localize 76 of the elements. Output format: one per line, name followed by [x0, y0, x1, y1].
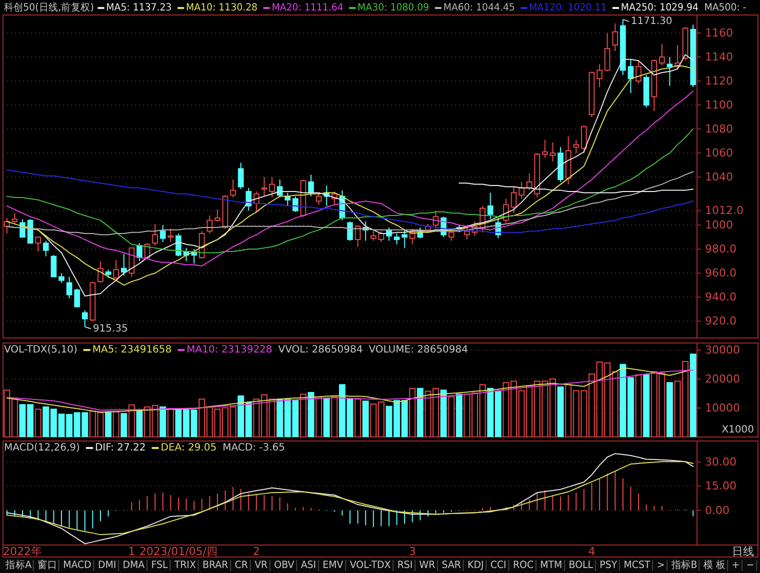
y-tick-label: 1060 [705, 146, 733, 160]
y-tick-label: 980.0 [705, 242, 736, 256]
text: CR [234, 560, 248, 572]
legend-label: MA10: 1130.28 [186, 2, 258, 14]
text: 指标A [4, 558, 32, 572]
x-tick-label: 3 [408, 545, 416, 558]
text: BRAR [202, 560, 228, 572]
text: 窗口 [38, 558, 58, 572]
y-tick-label: 1160 [705, 26, 733, 40]
text: ASI [300, 560, 316, 572]
annotation: VVOL: 28650984 [278, 344, 363, 356]
y-tick-label: 1040 [705, 170, 733, 184]
annotation: VOLUME: 28650984 [368, 344, 468, 356]
legend-label: MA5: 1137.23 [106, 2, 172, 14]
y-tick-label: 0.00 [705, 504, 730, 517]
legend-label: MA5: 23491658 [92, 344, 172, 356]
chart-title: VOL-TDX(5,10) [4, 344, 78, 356]
text: VR [254, 560, 268, 572]
y-tick-label: 30.00 [705, 455, 736, 468]
legend-label: MA120: 1020.11 [529, 2, 607, 14]
text: PSY [600, 560, 618, 572]
annotation: 915.35 [92, 323, 128, 334]
text: EMV [322, 560, 344, 572]
annotation: 1171.30 [630, 16, 672, 27]
text: − [746, 560, 754, 572]
text: MTM [540, 560, 562, 572]
y-tick-label: 960.0 [705, 266, 736, 280]
legend-label: MA250: 1029.94 [620, 2, 699, 14]
text: TRIX [173, 560, 196, 572]
text: RSI [397, 560, 413, 572]
x-tick-label: 2023/01/05/四 [139, 545, 218, 558]
text: DMI [98, 560, 116, 572]
text: MA500: - [704, 2, 747, 14]
y-tick-label: 940.0 [705, 290, 736, 304]
x-axis-title: 日线 [732, 545, 754, 558]
chart-title: 科创50(日线,前复权) [4, 1, 94, 14]
y-tick-label: 20000 [705, 372, 740, 386]
text: VOL-TDX [350, 560, 392, 572]
text: 指标B [670, 558, 698, 572]
legend-label: DIF: 27.22 [94, 442, 146, 454]
y-tick-label: 1080 [705, 122, 733, 136]
y-tick-label: 1100 [705, 98, 733, 112]
chart-title: MACD(12,26,9) [4, 442, 80, 454]
x-tick-label: 4 [588, 545, 596, 558]
text: WR [419, 560, 436, 572]
y-tick-label: 1140 [705, 50, 733, 64]
legend-label: DEA: 29.05 [160, 442, 217, 454]
text: KDJ [468, 560, 484, 572]
text: CCI [490, 560, 506, 572]
text: 模 板 [703, 558, 726, 572]
y-tick-label: 15.00 [705, 480, 736, 493]
legend-label: MA20: 1111.64 [272, 2, 344, 14]
text: OBV [274, 560, 295, 572]
y-tick-label: 30000 [705, 344, 740, 357]
annotation: MACD: -3.65 [222, 442, 286, 454]
text: FSL [151, 560, 168, 572]
y-tick-label: 1000 [705, 218, 733, 232]
text: SAR [442, 560, 462, 572]
y-tick-label: 1120 [705, 74, 733, 88]
x-tick-label: 1 [128, 545, 136, 558]
x-tick-label: 2 [252, 545, 260, 558]
text: + [732, 560, 740, 572]
text: DMA [122, 560, 145, 572]
y-tick-label: 1012.0 [705, 204, 744, 218]
text: MCST [624, 560, 650, 572]
y-tick-label: 10000 [705, 402, 740, 415]
legend-label: MA60: 1044.45 [443, 2, 515, 14]
text: > [656, 560, 665, 572]
text: BOLL [568, 560, 594, 572]
y-axis-title: X1000 [722, 424, 754, 436]
legend-label: MA10: 23139228 [186, 344, 272, 356]
legend-label: MA30: 1080.09 [358, 2, 430, 14]
text: MACD [63, 560, 92, 572]
text: ROC [512, 560, 534, 572]
y-tick-label: 920.0 [705, 314, 736, 328]
x-tick-label: 2022年 [2, 545, 42, 558]
